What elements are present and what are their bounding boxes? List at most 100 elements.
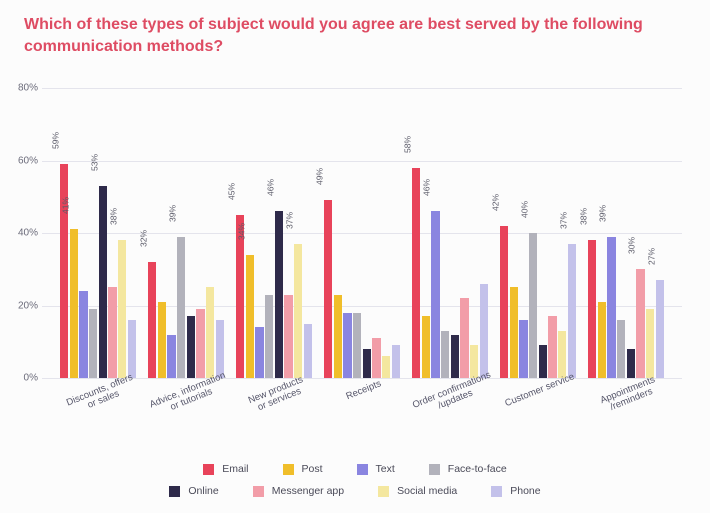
bar <box>196 309 205 378</box>
chart-title: Which of these types of subject would yo… <box>24 14 686 57</box>
bar <box>284 295 293 378</box>
bar <box>334 295 343 378</box>
bar <box>216 320 225 378</box>
bar: 27% <box>656 280 665 378</box>
bar <box>108 287 117 378</box>
bar-groups: 59%41%53%38%32%39%45%34%46%37%49%58%46%4… <box>54 88 670 378</box>
bar-value-label: 46% <box>265 179 275 196</box>
bar-value-label: 58% <box>403 136 413 153</box>
bar-value-label: 53% <box>89 154 99 171</box>
bar-value-label: 49% <box>315 168 325 185</box>
bar <box>510 287 519 378</box>
bar: 41% <box>70 229 79 378</box>
legend-row: Online Messenger app Social media Phone <box>169 485 540 497</box>
bar-group: 38%39%30%27% <box>587 88 664 378</box>
bar <box>363 349 372 378</box>
legend-swatch <box>169 486 180 497</box>
legend-swatch <box>283 464 294 475</box>
bar-value-label: 38% <box>109 208 119 225</box>
bar <box>617 320 626 378</box>
legend-swatch <box>429 464 440 475</box>
bar-value-label: 32% <box>139 230 149 247</box>
bar-value-label: 41% <box>60 197 70 214</box>
bar-value-label: 45% <box>227 183 237 200</box>
bar-value-label: 42% <box>491 194 501 211</box>
legend-label: Post <box>302 463 323 475</box>
bar: 42% <box>500 226 509 378</box>
bar-value-label: 39% <box>598 205 608 222</box>
legend-swatch <box>253 486 264 497</box>
y-axis-label: 60% <box>8 155 38 166</box>
bar: 39% <box>177 237 186 378</box>
legend-item: Face-to-face <box>429 463 507 475</box>
bar <box>646 309 655 378</box>
bar <box>627 349 636 378</box>
legend-label: Email <box>222 463 248 475</box>
bar <box>460 298 469 378</box>
bar: 34% <box>246 255 255 378</box>
bar <box>548 316 557 378</box>
bar <box>441 331 450 378</box>
bar-value-label: 30% <box>627 237 637 254</box>
bar: 39% <box>607 237 616 378</box>
bar <box>158 302 167 378</box>
bar <box>353 313 362 378</box>
bar <box>539 345 548 378</box>
legend-label: Social media <box>397 485 457 497</box>
legend-item: Text <box>357 463 395 475</box>
bar-group: 49% <box>323 88 400 378</box>
bar: 32% <box>148 262 157 378</box>
bar-group: 45%34%46%37% <box>235 88 312 378</box>
bar <box>480 284 489 378</box>
legend-item: Email <box>203 463 248 475</box>
bar: 30% <box>636 269 645 378</box>
bar: 46% <box>431 211 440 378</box>
bar <box>422 316 431 378</box>
legend-label: Text <box>376 463 395 475</box>
bar <box>558 331 567 378</box>
bar <box>255 327 264 378</box>
bar: 38% <box>118 240 127 378</box>
bar: 49% <box>324 200 333 378</box>
legend-row: Email Post Text Face-to-face <box>203 463 507 475</box>
bar <box>128 320 137 378</box>
legend-swatch <box>203 464 214 475</box>
legend-swatch <box>491 486 502 497</box>
bar-group: 59%41%53%38% <box>59 88 136 378</box>
bar <box>167 335 176 379</box>
bar-value-label: 39% <box>168 205 178 222</box>
bar <box>451 335 460 379</box>
legend-label: Online <box>188 485 218 497</box>
bar-value-label: 37% <box>558 212 568 229</box>
bar <box>89 309 98 378</box>
bar <box>265 295 274 378</box>
bar: 37% <box>294 244 303 378</box>
bar <box>187 316 196 378</box>
bar <box>519 320 528 378</box>
bar-group: 32% 39% <box>147 88 224 378</box>
legend-item: Post <box>283 463 323 475</box>
bar: 46% <box>275 211 284 378</box>
bar: 37% <box>568 244 577 378</box>
legend-item: Messenger app <box>253 485 344 497</box>
bar: 40% <box>529 233 538 378</box>
legend-label: Face-to-face <box>448 463 507 475</box>
y-axis-label: 80% <box>8 83 38 94</box>
legend-label: Messenger app <box>272 485 344 497</box>
bar <box>598 302 607 378</box>
bar-value-label: 27% <box>646 248 656 265</box>
plot-area: 0%20%40%60%80%59%41%53%38%32%39%45%34%46… <box>42 88 682 378</box>
bar: 58% <box>412 168 421 378</box>
bar-value-label: 46% <box>422 179 432 196</box>
legend-swatch <box>378 486 389 497</box>
bar-group: 58%46% <box>411 88 488 378</box>
legend-item: Online <box>169 485 218 497</box>
bar-group: 42% 40% 37% <box>499 88 576 378</box>
bar <box>79 291 88 378</box>
bar: 38% <box>588 240 597 378</box>
bar-value-label: 59% <box>51 132 61 149</box>
bar-value-label: 34% <box>236 223 246 240</box>
bar-value-label: 37% <box>285 212 295 229</box>
chart-area: 0%20%40%60%80%59%41%53%38%32%39%45%34%46… <box>42 88 682 378</box>
legend-item: Phone <box>491 485 540 497</box>
